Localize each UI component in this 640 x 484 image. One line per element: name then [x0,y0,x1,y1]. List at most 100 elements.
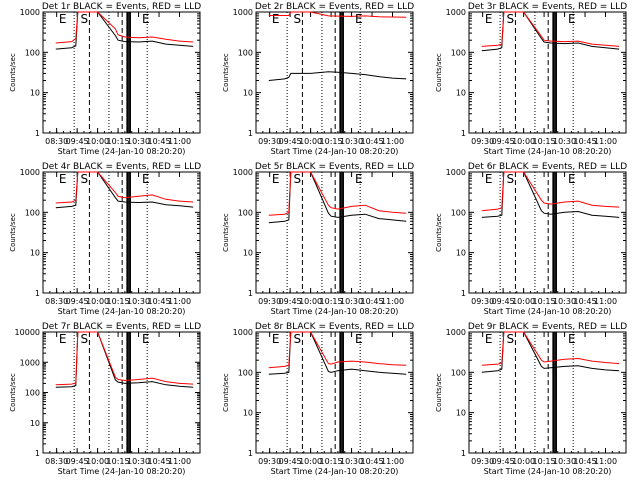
x-tick-label: 10:45 [574,297,597,306]
lld-series-line [55,331,194,386]
x-axis-label: Start Time (24-Jan-10 08:20:20) [271,307,399,316]
x-tick-label: 11:00 [381,297,404,306]
events-series-line [481,331,620,373]
x-tick-label: 10:30 [127,457,150,466]
y-tick-label: 1 [461,129,466,138]
y-tick-label: 10 [456,409,466,418]
x-tick-label: 10:45 [148,137,171,146]
y-tick-label: 1000 [20,8,40,17]
detector-panel-6: Det 6r BLACK = Events, RED = LLD 1 10 100 10… [435,162,627,316]
x-tick-label: 10:30 [127,137,150,146]
interval-marker-label: E [142,172,150,186]
x-tick-label: 10:00 [512,297,535,306]
lld-series-line [481,171,620,212]
x-tick-label: 10:00 [299,457,322,466]
x-axis-label: Start Time (24-Jan-10 08:20:20) [271,147,399,156]
x-tick-label: 10:15 [107,137,130,146]
events-series-line [481,11,620,52]
plot-frame [468,331,627,454]
y-tick-label: 10 [243,89,253,98]
x-tick-label: 09:45 [66,137,89,146]
x-tick-label: 10:30 [553,297,576,306]
x-tick-label: 10:30 [127,297,150,306]
x-tick-label: 10:45 [148,297,171,306]
detector-panel-3: Det 3r BLACK = Events, RED = LLD 1 10 100 10… [435,2,627,156]
events-series-line [268,71,407,81]
y-tick-label: 100 [25,208,40,217]
y-tick-label: 1 [35,449,40,458]
y-tick-label: 10 [456,249,466,258]
y-tick-label: 1000 [446,328,466,337]
y-tick-label: 100 [451,208,466,217]
x-tick-label: 10:15 [533,457,556,466]
x-tick-label: 10:00 [86,137,109,146]
x-tick-label: 09:30 [471,457,494,466]
panel-title: Det 1r BLACK = Events, RED = LLD [42,2,201,12]
interval-marker-label: E [59,172,67,186]
events-series-line [55,11,194,50]
interval-marker-label: S [294,332,302,346]
x-tick-label: 10:15 [107,457,130,466]
interval-marker-label: E [485,172,493,186]
plot-frame [255,171,414,294]
x-tick-label: 09:30 [258,297,281,306]
plot-frame [468,11,627,134]
interval-marker-label: E [485,332,493,346]
interval-marker-label: E [355,12,363,26]
plot-frame [42,171,201,294]
x-tick-label: 10:15 [533,137,556,146]
x-tick-label: 10:15 [533,297,556,306]
y-tick-label: 1 [461,289,466,298]
x-tick-label: 10:30 [340,297,363,306]
panel-title: Det 4r BLACK = Events, RED = LLD [42,162,201,172]
y-tick-label: 100 [25,48,40,57]
panel-title: Det 7r BLACK = Events, RED = LLD [42,322,201,332]
x-tick-label: 09:45 [492,297,515,306]
x-tick-label: 09:30 [258,457,281,466]
x-tick-label: 10:00 [299,297,322,306]
x-tick-label: 10:15 [320,297,343,306]
interval-marker-label: S [507,12,515,26]
interval-marker-label: E [355,172,363,186]
x-tick-label: 10:00 [512,137,535,146]
x-tick-label: 09:45 [66,457,89,466]
x-tick-label: 10:45 [361,457,384,466]
detector-panel-9: Det 9r BLACK = Events, RED = LLD 1 10 100 10… [435,322,627,476]
x-axis-label: Start Time (24-Jan-10 08:20:20) [58,467,186,476]
x-tick-label: 11:00 [381,137,404,146]
y-tick-label: 100 [238,208,253,217]
x-tick-label: 11:00 [381,457,404,466]
x-tick-label: 10:30 [553,457,576,466]
x-tick-label: 11:00 [168,457,191,466]
interval-marker-label: E [355,332,363,346]
x-tick-label: 11:00 [168,137,191,146]
x-tick-label: 10:30 [340,137,363,146]
y-tick-label: 1000 [20,358,40,367]
detector-panel-5: Det 5r BLACK = Events, RED = LLD 1 10 100 10… [222,162,414,316]
plot-frame [255,11,414,134]
y-tick-label: 1000 [446,8,466,17]
detector-panel-2: Det 2r BLACK = Events, RED = LLD 1 10 100 10… [222,2,414,156]
interval-marker-label: E [142,12,150,26]
lld-series-line [268,11,407,18]
x-axis-label: Start Time (24-Jan-10 08:20:20) [484,147,612,156]
y-tick-label: 1 [35,289,40,298]
y-tick-label: 1 [248,129,253,138]
y-tick-label: 1000 [446,168,466,177]
y-tick-label: 100 [238,48,253,57]
x-tick-label: 10:45 [574,457,597,466]
lld-series-line [268,171,407,216]
interval-marker-label: E [272,332,280,346]
y-tick-label: 10 [30,89,40,98]
y-tick-label: 100 [451,368,466,377]
events-series-line [55,171,194,209]
interval-marker-label: E [568,12,576,26]
plot-frame [468,171,627,294]
lld-series-line [55,11,194,44]
panel-title: Det 5r BLACK = Events, RED = LLD [255,162,414,172]
x-tick-label: 10:45 [361,137,384,146]
y-tick-label: 10 [243,409,253,418]
panel-title: Det 3r BLACK = Events, RED = LLD [468,2,627,12]
interval-marker-label: S [507,332,515,346]
x-tick-label: 09:45 [279,137,302,146]
